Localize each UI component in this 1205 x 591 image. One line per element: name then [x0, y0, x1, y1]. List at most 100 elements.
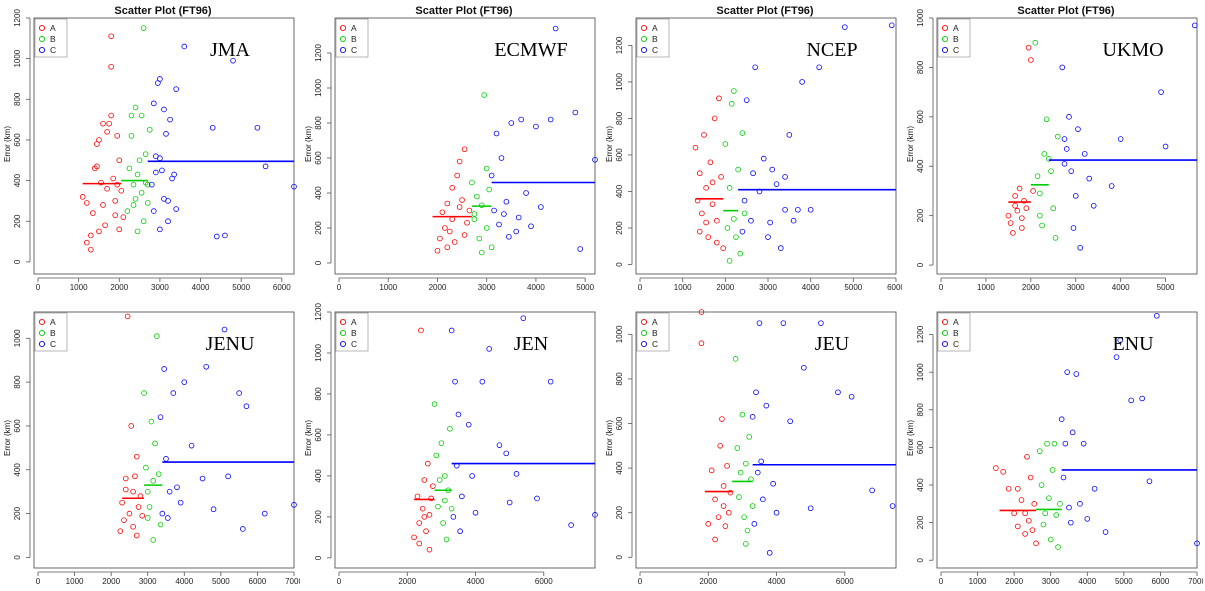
data-point — [513, 228, 520, 235]
data-point — [486, 346, 492, 352]
series-a — [692, 95, 726, 251]
data-point — [108, 33, 114, 40]
data-point — [488, 244, 495, 251]
series-a — [434, 146, 473, 254]
data-point — [773, 509, 780, 516]
data-point — [1091, 485, 1098, 492]
data-point — [203, 363, 210, 370]
legend-marker-c — [38, 46, 46, 54]
data-point — [1075, 126, 1081, 132]
data-point — [758, 458, 764, 465]
data-point — [431, 401, 438, 407]
data-point — [888, 22, 895, 29]
data-point — [709, 179, 716, 186]
data-point — [778, 245, 784, 251]
x-tick-label: 1000 — [379, 283, 397, 292]
series-c — [1058, 312, 1200, 547]
plot-frame — [33, 311, 295, 569]
data-point — [1036, 448, 1043, 454]
data-point — [122, 475, 129, 482]
data-point — [177, 499, 184, 506]
data-point — [151, 100, 157, 107]
data-point — [1077, 244, 1084, 251]
data-point — [411, 534, 417, 541]
legend-label-a: A — [351, 317, 357, 327]
data-point — [787, 418, 793, 425]
y-axis-label: Error (km) — [906, 420, 915, 456]
y-axis-label: Error (km) — [3, 420, 12, 456]
legend-label-a: A — [652, 23, 658, 33]
y-tick-label: 400 — [916, 478, 925, 492]
legend-box — [34, 18, 68, 58]
model-label: JENU — [206, 333, 255, 355]
x-tick-label: 6000 — [1152, 577, 1170, 586]
data-point — [174, 484, 180, 491]
data-point — [153, 169, 159, 176]
y-tick-label: 400 — [314, 186, 323, 200]
series-b — [431, 401, 455, 543]
data-point — [144, 200, 151, 206]
data-point — [1016, 185, 1023, 192]
data-point — [488, 172, 495, 179]
data-point — [737, 469, 744, 476]
data-point — [732, 356, 739, 362]
data-point — [715, 514, 722, 520]
y-tick-label: 400 — [314, 469, 323, 483]
data-point — [1048, 168, 1054, 174]
data-point — [88, 232, 94, 239]
series-c — [488, 25, 598, 252]
x-tick-label: 0 — [638, 577, 643, 586]
data-point — [143, 464, 149, 471]
legend-marker-a — [339, 318, 347, 326]
data-point — [486, 186, 492, 193]
data-point — [1043, 116, 1050, 123]
y-tick-label: 800 — [916, 403, 925, 417]
data-point — [114, 133, 121, 139]
data-point — [108, 63, 114, 70]
data-point — [157, 76, 163, 82]
data-point — [765, 234, 771, 240]
y-tick-label: 400 — [615, 461, 624, 475]
data-point — [816, 64, 823, 71]
data-point — [1070, 225, 1077, 231]
data-point — [188, 442, 195, 449]
data-point — [88, 246, 94, 253]
legend-marker-b — [941, 35, 949, 43]
legend-box — [937, 312, 971, 352]
y-tick-label: 200 — [615, 221, 624, 235]
y-tick-label: 400 — [916, 159, 925, 173]
data-point — [213, 233, 220, 240]
model-label: UKMO — [1102, 39, 1163, 61]
x-tick-label: 4000 — [768, 577, 786, 586]
x-tick-label: 0 — [337, 283, 342, 292]
data-point — [159, 510, 166, 517]
plot-frame — [936, 311, 1198, 569]
data-point — [790, 217, 797, 224]
data-point — [140, 25, 147, 31]
data-point — [1034, 173, 1041, 179]
data-point — [419, 505, 426, 512]
data-point — [1015, 485, 1021, 492]
y-axis-label: Error (km) — [304, 420, 313, 456]
data-point — [414, 493, 421, 500]
data-point — [442, 473, 448, 479]
data-point — [741, 197, 748, 204]
data-point — [498, 155, 505, 161]
data-point — [121, 517, 127, 523]
data-point — [1038, 482, 1045, 488]
data-point — [148, 181, 155, 188]
data-point — [163, 131, 169, 137]
data-point — [769, 166, 776, 173]
data-point — [154, 333, 160, 339]
legend: ABC — [636, 312, 670, 352]
data-point — [722, 523, 729, 529]
data-point — [699, 210, 705, 217]
x-tick-label: 4000 — [192, 283, 210, 292]
data-point — [116, 157, 123, 164]
data-point — [1054, 133, 1061, 140]
data-point — [1025, 44, 1032, 51]
data-point — [739, 130, 746, 136]
x-tick-label: 5000 — [232, 283, 250, 292]
y-tick-label: 200 — [916, 208, 925, 222]
data-point — [448, 327, 455, 334]
